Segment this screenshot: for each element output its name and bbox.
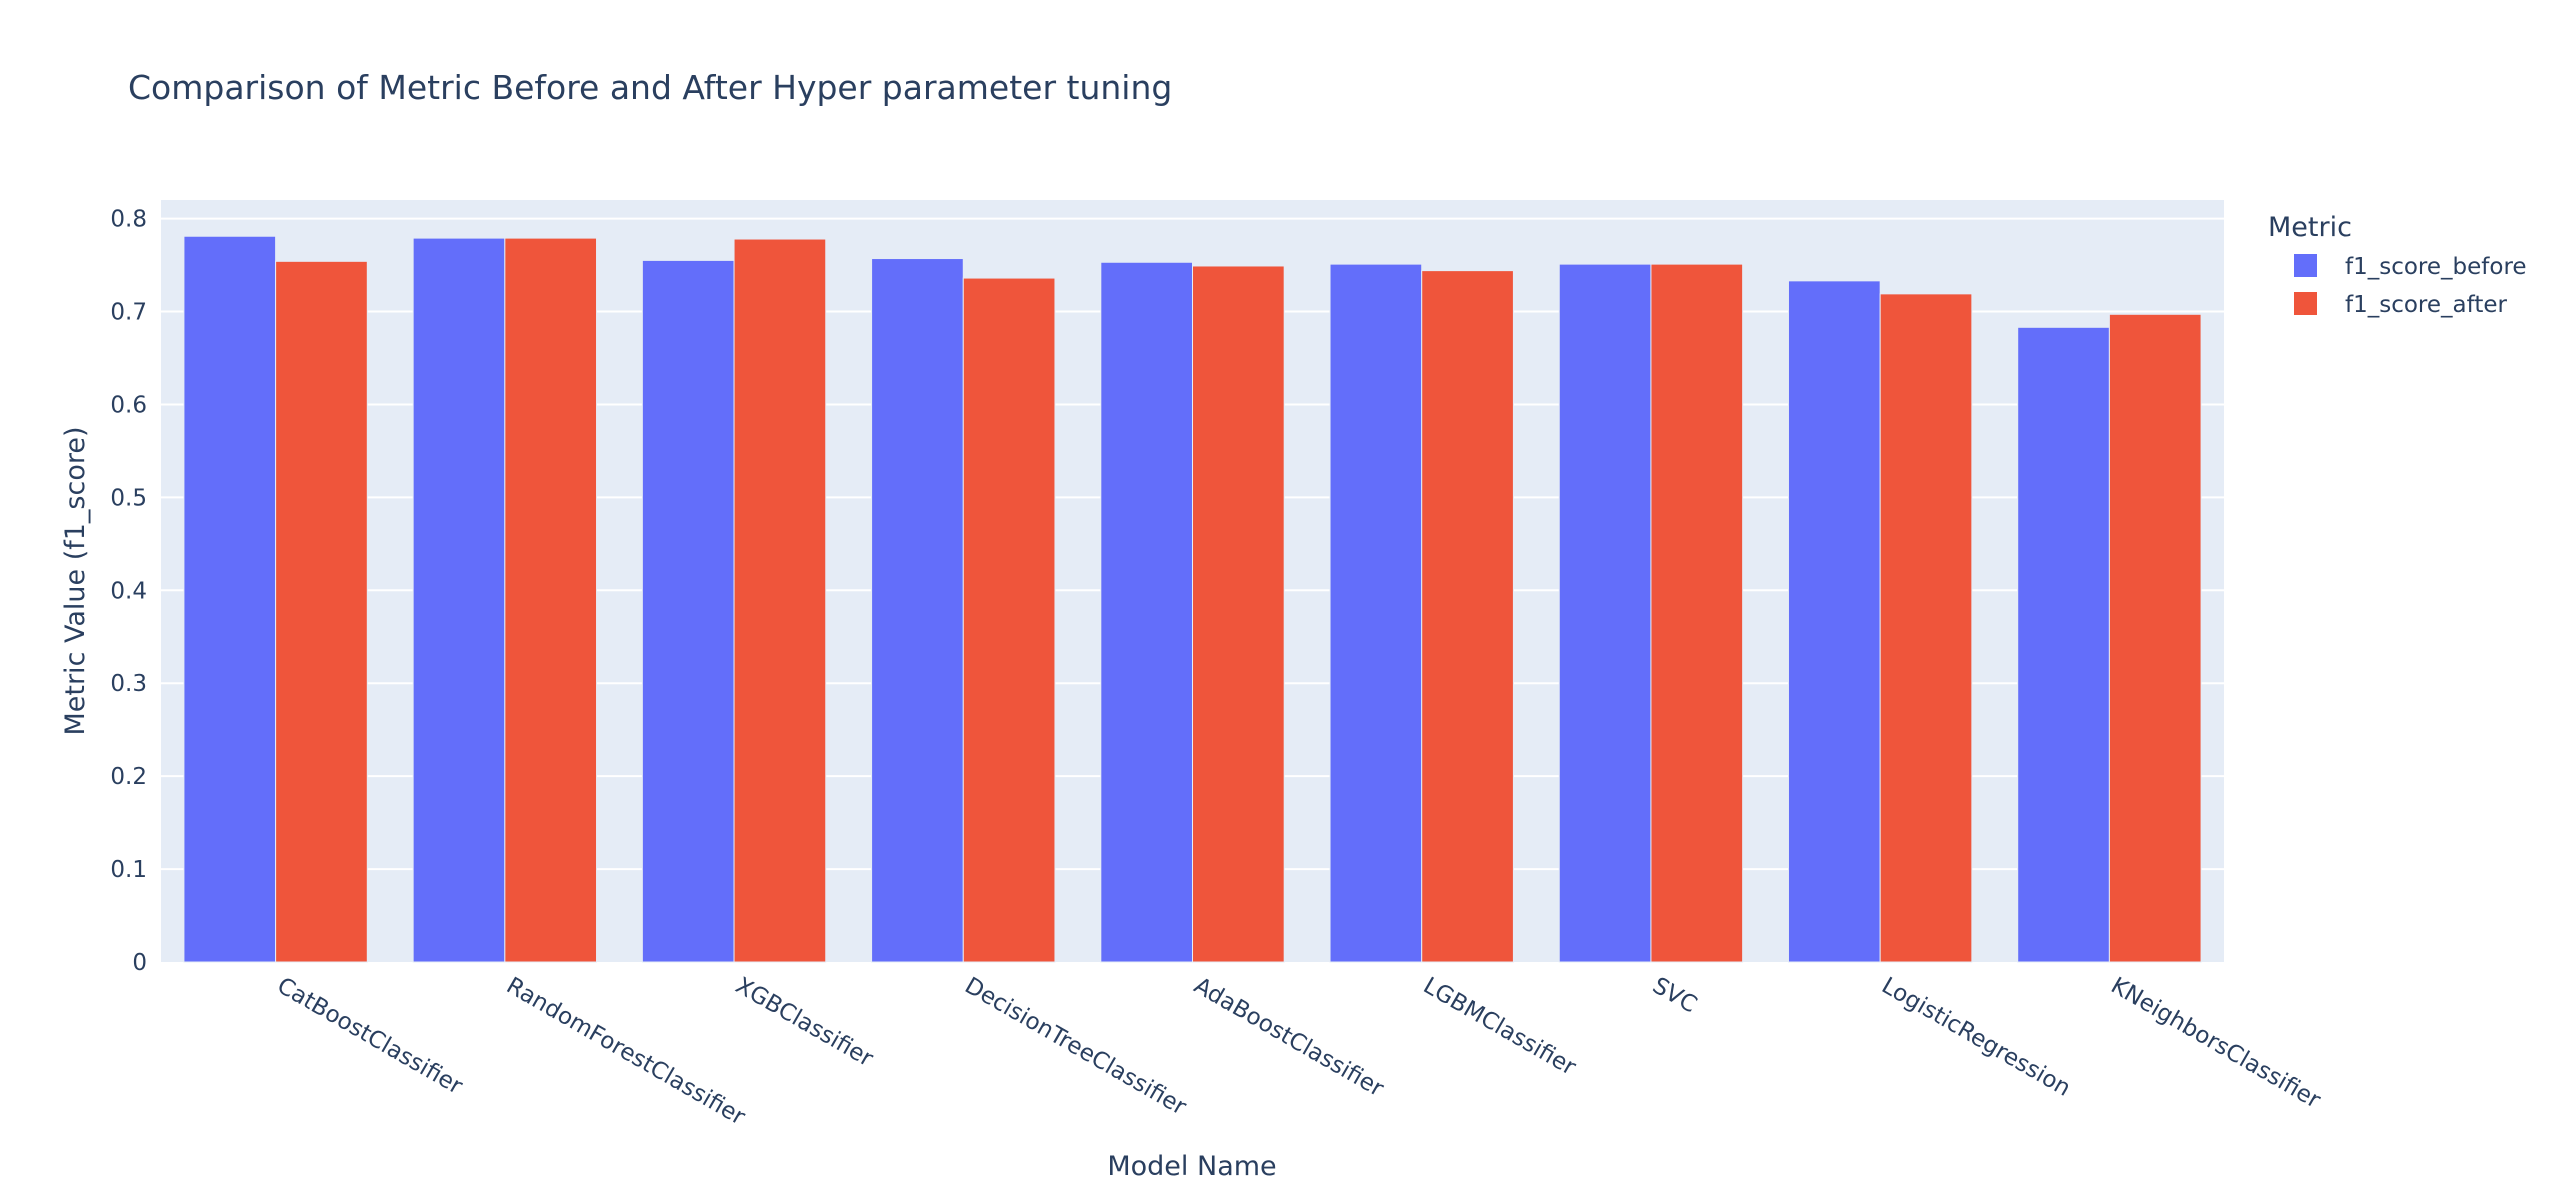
x-tick-label: LogisticRegression bbox=[1877, 973, 2075, 1102]
bar-f1-score-after-7[interactable] bbox=[1879, 293, 1973, 963]
bar-f1-score-before-8[interactable] bbox=[2017, 326, 2110, 963]
bar-f1-score-before-6[interactable] bbox=[1558, 263, 1652, 963]
legend: Metric f1_score_before f1_score_after bbox=[2268, 212, 2527, 318]
bar-f1-score-after-4[interactable] bbox=[1192, 265, 1285, 963]
y-tick-label: 0.5 bbox=[110, 485, 147, 511]
bar-f1-score-before-0[interactable] bbox=[183, 235, 277, 963]
x-tick-label: RandomForestClassifier bbox=[502, 973, 750, 1131]
legend-item-after[interactable]: f1_score_after bbox=[2294, 292, 2507, 318]
bar-f1-score-before-4[interactable] bbox=[1100, 261, 1194, 963]
bar-f1-score-before-3[interactable] bbox=[871, 258, 964, 963]
bar-f1-score-after-5[interactable] bbox=[1421, 270, 1514, 963]
y-axis-ticks: 0 0.1 0.2 0.3 0.4 0.5 0.6 0.7 0.8 bbox=[110, 207, 147, 976]
y-tick-label: 0.6 bbox=[110, 392, 147, 418]
legend-item-before[interactable]: f1_score_before bbox=[2294, 254, 2527, 280]
x-tick-label: XGBClassifier bbox=[731, 973, 878, 1073]
bars bbox=[183, 235, 2202, 963]
x-tick-label: DecisionTreeClassifier bbox=[960, 973, 1191, 1121]
bar-f1-score-after-1[interactable] bbox=[504, 237, 598, 963]
y-tick-label: 0.8 bbox=[110, 207, 147, 233]
x-tick-label: KNeighborsClassifier bbox=[2106, 973, 2325, 1114]
y-tick-label: 0 bbox=[132, 950, 147, 976]
x-axis-title: Model Name bbox=[1107, 1151, 1276, 1182]
x-tick-label: AdaBoostClassifier bbox=[1190, 973, 1389, 1103]
bar-f1-score-after-8[interactable] bbox=[2108, 313, 2202, 963]
legend-label-after: f1_score_after bbox=[2345, 292, 2507, 318]
x-axis-ticks: CatBoostClassifier RandomForestClassifier… bbox=[273, 973, 2326, 1131]
y-tick-label: 0.4 bbox=[110, 578, 147, 604]
y-axis-title: Metric Value (f1_score) bbox=[60, 426, 91, 735]
bar-f1-score-before-2[interactable] bbox=[641, 259, 735, 963]
chart-title: Comparison of Metric Before and After Hy… bbox=[128, 68, 1172, 107]
bar-f1-score-before-7[interactable] bbox=[1787, 280, 1881, 963]
y-tick-label: 0.7 bbox=[110, 300, 147, 326]
bar-f1-score-after-0[interactable] bbox=[275, 260, 368, 963]
legend-label-before: f1_score_before bbox=[2345, 254, 2527, 280]
x-tick-label: CatBoostClassifier bbox=[273, 973, 468, 1100]
legend-title: Metric bbox=[2268, 212, 2352, 243]
bar-f1-score-after-6[interactable] bbox=[1650, 263, 1744, 963]
bar-f1-score-before-5[interactable] bbox=[1329, 263, 1423, 963]
x-tick-label: SVC bbox=[1648, 973, 1701, 1019]
bar-f1-score-after-3[interactable] bbox=[962, 277, 1056, 963]
y-tick-label: 0.3 bbox=[110, 671, 147, 697]
legend-swatch-before bbox=[2294, 254, 2317, 277]
y-tick-label: 0.1 bbox=[110, 857, 147, 883]
bar-f1-score-before-1[interactable] bbox=[412, 237, 506, 963]
bar-f1-score-after-2[interactable] bbox=[733, 238, 827, 963]
y-tick-label: 0.2 bbox=[110, 764, 147, 790]
legend-swatch-after bbox=[2294, 292, 2317, 315]
x-tick-label: LGBMClassifier bbox=[1419, 973, 1581, 1081]
